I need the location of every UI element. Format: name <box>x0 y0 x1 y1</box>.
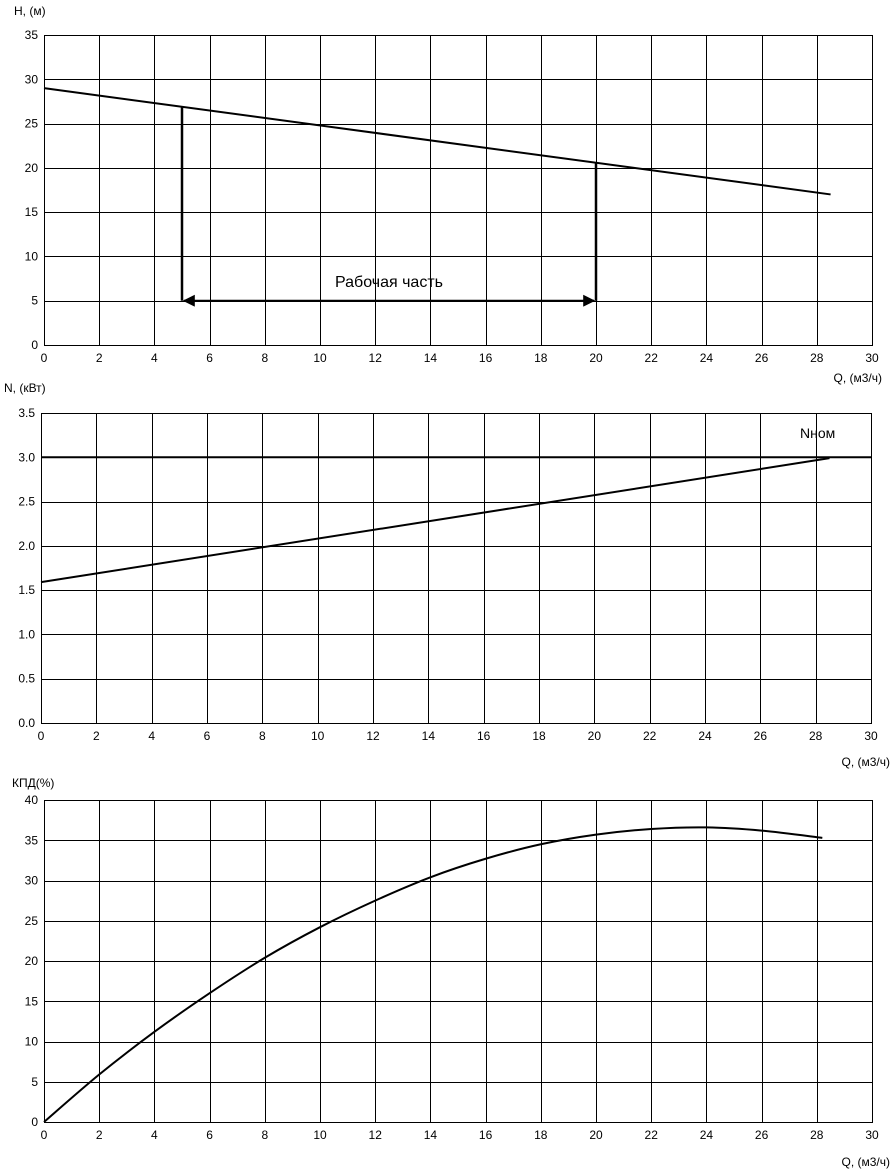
power-x-tick-label: 4 <box>148 729 155 743</box>
power-chart-xlabel: Q, (м3/ч) <box>841 755 890 769</box>
efficiency-x-tick-label: 2 <box>96 1128 103 1142</box>
efficiency-x-tick-label: 8 <box>261 1128 268 1142</box>
head-x-tick-label: 8 <box>261 351 268 365</box>
head-x-tick-label: 12 <box>369 351 383 365</box>
efficiency-y-tick-label: 0 <box>31 1115 38 1129</box>
efficiency-chart-ticks: 0 2 4 6 8 10 12 14 16 18 20 22 24 26 28 300510152025303… <box>25 793 879 1142</box>
power-x-tick-label: 14 <box>422 729 436 743</box>
efficiency-chart-xlabel: Q, (м3/ч) <box>841 1155 890 1169</box>
efficiency-y-tick-label: 25 <box>25 914 39 928</box>
power-x-tick-label: 16 <box>477 729 491 743</box>
head-x-tick-label: 22 <box>645 351 659 365</box>
head-y-tick-label: 0 <box>31 338 38 352</box>
head-x-tick-label: 30 <box>865 351 879 365</box>
power-x-tick-label: 8 <box>259 729 266 743</box>
power-x-tick-label: 10 <box>311 729 325 743</box>
efficiency-x-tick-label: 0 <box>41 1128 48 1142</box>
efficiency-y-tick-label: 15 <box>25 994 39 1008</box>
head-plot-frame <box>44 35 873 346</box>
power-y-tick-label: 3.5 <box>18 406 35 420</box>
power-x-tick-label: 2 <box>93 729 100 743</box>
efficiency-x-tick-label: 22 <box>645 1128 659 1142</box>
efficiency-curve <box>43 826 823 1123</box>
power-chart-grid <box>41 413 872 724</box>
efficiency-x-tick-label: 10 <box>313 1128 327 1142</box>
power-y-tick-label: 2.0 <box>18 539 35 553</box>
efficiency-x-tick-label: 14 <box>424 1128 438 1142</box>
efficiency-x-tick-label: 12 <box>369 1128 383 1142</box>
head-y-tick-label: 25 <box>25 117 39 131</box>
efficiency-y-tick-label: 35 <box>25 833 39 847</box>
head-chart-ylabel: H, (м) <box>14 4 46 18</box>
head-chart: 0 2 4 6 8 10 12 14 16 18 20 22 24 26 28 300510152025303… <box>14 4 882 385</box>
efficiency-y-tick-label: 40 <box>25 793 39 807</box>
efficiency-x-tick-label: 24 <box>700 1128 714 1142</box>
power-x-tick-label: 0 <box>38 729 45 743</box>
power-y-tick-label: 0.5 <box>18 672 35 686</box>
nominal-power-label: Nном <box>800 425 835 441</box>
efficiency-y-tick-label: 10 <box>25 1035 39 1049</box>
head-x-tick-label: 6 <box>206 351 213 365</box>
head-curve <box>43 87 831 196</box>
head-y-tick-label: 20 <box>25 161 39 175</box>
efficiency-chart-ylabel: КПД(%) <box>12 776 54 790</box>
head-x-tick-label: 28 <box>810 351 824 365</box>
efficiency-x-tick-label: 26 <box>755 1128 769 1142</box>
head-x-tick-label: 20 <box>589 351 603 365</box>
power-x-tick-label: 26 <box>754 729 768 743</box>
head-x-tick-label: 24 <box>700 351 714 365</box>
head-y-tick-label: 10 <box>25 249 39 263</box>
head-x-tick-label: 10 <box>313 351 327 365</box>
head-x-tick-label: 18 <box>534 351 548 365</box>
working-range-label: Рабочая часть <box>335 274 443 291</box>
efficiency-chart-grid <box>44 800 873 1123</box>
efficiency-x-tick-label: 16 <box>479 1128 493 1142</box>
head-y-tick-label: 35 <box>25 28 39 42</box>
head-x-tick-label: 4 <box>151 351 158 365</box>
efficiency-x-tick-label: 4 <box>151 1128 158 1142</box>
efficiency-plot-frame <box>44 800 873 1123</box>
power-x-tick-label: 18 <box>532 729 546 743</box>
head-x-tick-label: 26 <box>755 351 769 365</box>
power-plot-frame <box>41 413 872 724</box>
head-y-tick-label: 5 <box>31 294 38 308</box>
efficiency-x-tick-label: 20 <box>589 1128 603 1142</box>
head-x-tick-label: 16 <box>479 351 493 365</box>
power-x-tick-label: 6 <box>204 729 211 743</box>
head-chart-ticks: 0 2 4 6 8 10 12 14 16 18 20 22 24 26 28 300510152025303… <box>25 28 879 365</box>
efficiency-x-tick-label: 28 <box>810 1128 824 1142</box>
head-x-tick-label: 0 <box>41 351 48 365</box>
head-chart-grid <box>44 35 873 346</box>
power-x-tick-label: 20 <box>588 729 602 743</box>
power-y-tick-label: 3.0 <box>18 450 35 464</box>
power-x-tick-label: 30 <box>864 729 878 743</box>
power-y-tick-label: 0.0 <box>18 716 35 730</box>
power-chart-ylabel: N, (кВт) <box>4 381 46 395</box>
power-chart-ticks: 0 2 4 6 8 10 12 14 16 18 20 22 24 26 28 300.00.51.01.52… <box>18 406 878 743</box>
head-y-tick-label: 15 <box>25 205 39 219</box>
efficiency-x-tick-label: 18 <box>534 1128 548 1142</box>
power-y-tick-label: 2.5 <box>18 495 35 509</box>
power-x-tick-label: 28 <box>809 729 823 743</box>
head-x-tick-label: 14 <box>424 351 438 365</box>
power-y-tick-label: 1.0 <box>18 627 35 641</box>
efficiency-y-tick-label: 20 <box>25 954 39 968</box>
efficiency-y-tick-label: 30 <box>25 874 39 888</box>
power-y-tick-label: 1.5 <box>18 583 35 597</box>
head-x-tick-label: 2 <box>96 351 103 365</box>
efficiency-chart: 0 2 4 6 8 10 12 14 16 18 20 22 24 26 28 300510152025303… <box>12 776 890 1169</box>
head-y-tick-label: 30 <box>25 72 39 86</box>
efficiency-x-tick-label: 6 <box>206 1128 213 1142</box>
power-x-tick-label: 24 <box>698 729 712 743</box>
power-chart: 0 2 4 6 8 10 12 14 16 18 20 22 24 26 28 300.00.51.01.52… <box>4 381 890 769</box>
power-curve <box>40 457 830 584</box>
head-chart-xlabel: Q, (м3/ч) <box>833 371 882 385</box>
efficiency-x-tick-label: 30 <box>865 1128 879 1142</box>
power-x-tick-label: 22 <box>643 729 657 743</box>
power-x-tick-label: 12 <box>366 729 380 743</box>
efficiency-y-tick-label: 5 <box>31 1075 38 1089</box>
